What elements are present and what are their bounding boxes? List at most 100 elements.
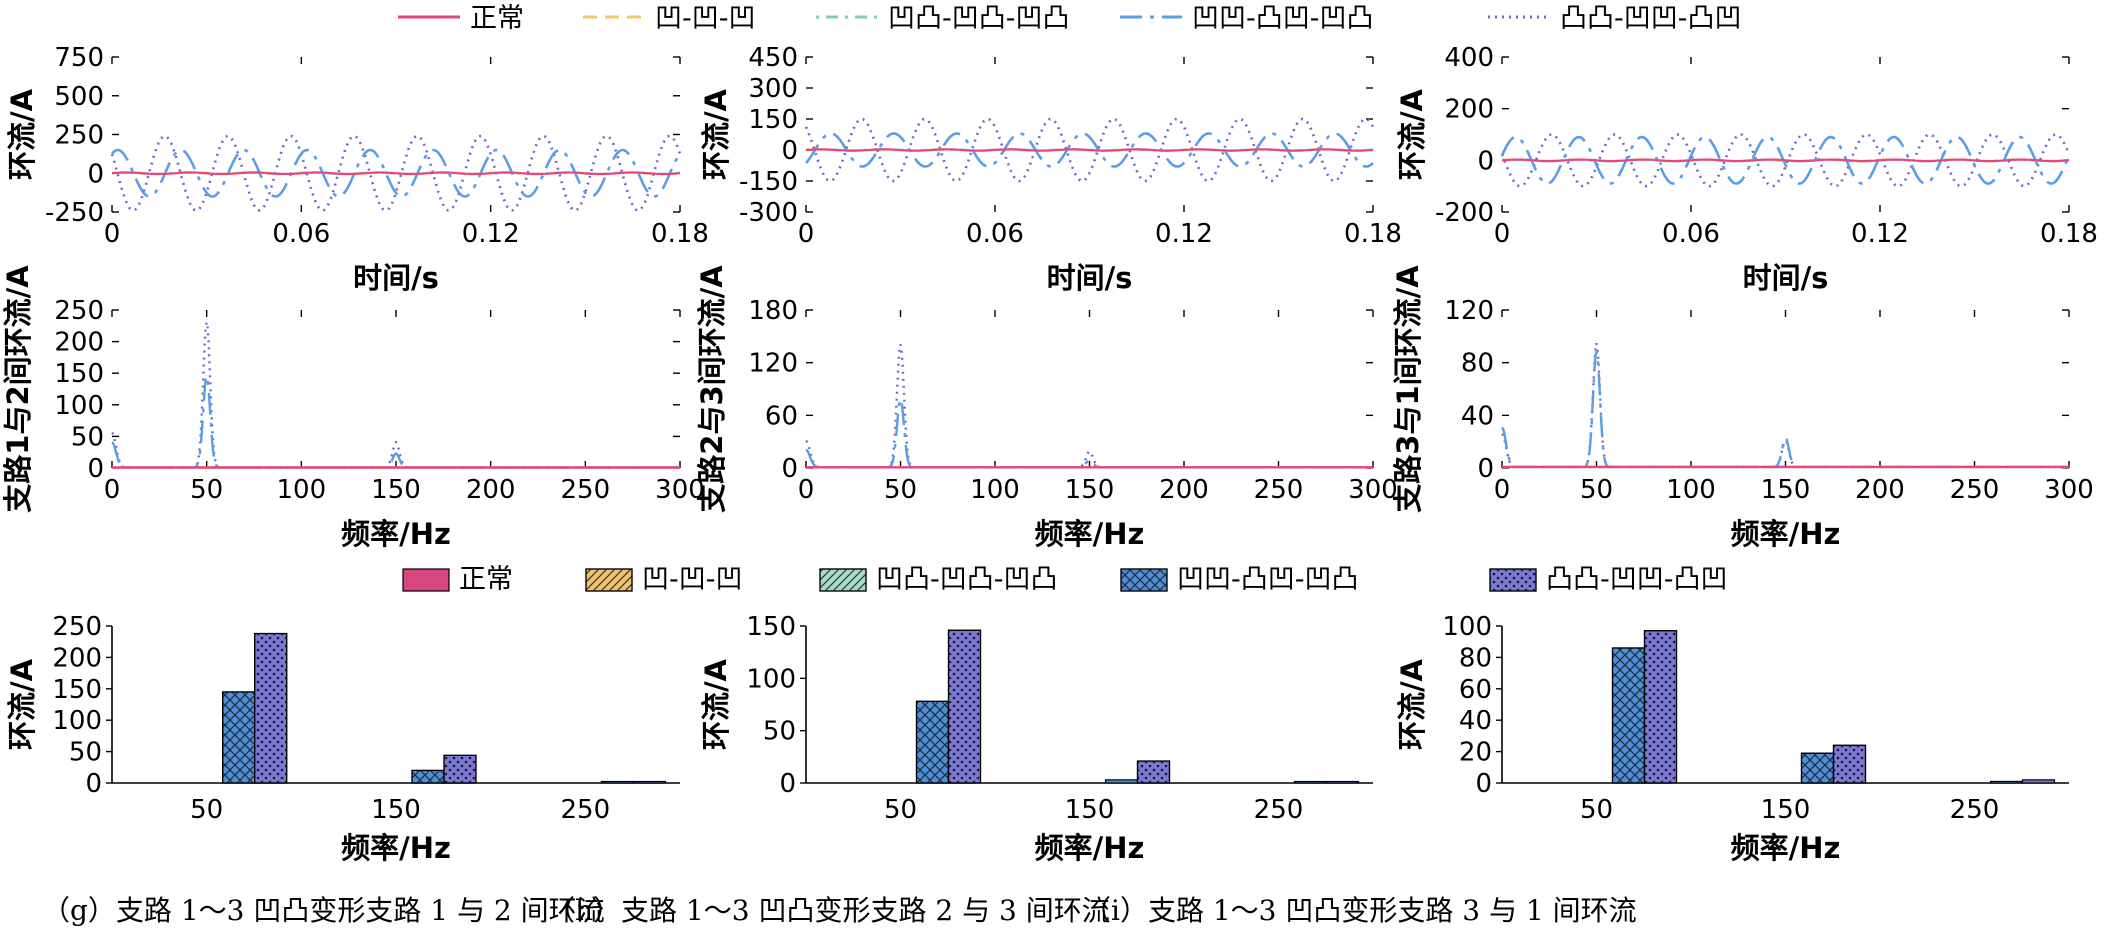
- x-tick-label: 250: [1950, 475, 2000, 505]
- caption-i: （i）支路 1～3 凹凸变形支路 3 与 1 间环流: [1083, 894, 1637, 927]
- legend-bar-pattern: [1489, 568, 1537, 592]
- legend-bar-swatch: [402, 568, 450, 592]
- y-tick-label: 150: [746, 612, 796, 642]
- bar: [1325, 780, 1360, 784]
- series-line: [111, 321, 680, 469]
- series-line: [805, 132, 1374, 168]
- y-axis-label: 环流/A: [699, 88, 733, 180]
- legend-label: 凹凸-凹凸-凹凸: [888, 3, 1070, 34]
- x-tick-label: 0.12: [1155, 219, 1213, 249]
- y-tick-label: 500: [54, 82, 104, 112]
- x-tick-label: 150: [1761, 475, 1811, 505]
- y-tick-label: 120: [1444, 296, 1494, 326]
- x-tick-label: 50: [190, 475, 223, 505]
- bar-pattern: [1611, 647, 1646, 784]
- legend-item: 正常: [402, 564, 513, 595]
- series-line: [111, 371, 680, 469]
- x-axis-label: 频率/Hz: [1035, 517, 1145, 551]
- legend-label: 凸凸-凹凹-凸凹: [1560, 3, 1742, 34]
- bar: [2021, 779, 2056, 784]
- x-tick-label: 0.12: [1851, 219, 1909, 249]
- x-tick-label: 0.18: [2040, 219, 2098, 249]
- y-tick-label: 0: [87, 454, 104, 484]
- caption-g: （g）支路 1～3 凹凸变形支路 1 与 2 间环流: [42, 894, 605, 927]
- y-tick-label: 100: [1442, 612, 1492, 642]
- x-tick-label: 300: [1348, 475, 1398, 505]
- y-tick-label: 50: [69, 738, 102, 768]
- x-tick-label: 150: [1761, 795, 1811, 825]
- x-axis-label: 频率/Hz: [341, 517, 451, 551]
- y-axis-label: 支路1与2间环流/A: [1, 265, 35, 513]
- x-tick-label: 150: [1065, 795, 1115, 825]
- bar-pattern: [947, 629, 982, 784]
- x-axis-label: 频率/Hz: [1731, 517, 1841, 551]
- y-tick-label: 250: [52, 612, 102, 642]
- y-tick-label: 0: [1477, 454, 1494, 484]
- x-tick-label: 50: [1580, 795, 1613, 825]
- bar-chart: 0 50 100 150 环流/A 50 150 250 频率/Hz: [699, 612, 1373, 865]
- y-tick-label: 50: [763, 717, 796, 747]
- y-axis-label: 支路2与3间环流/A: [695, 265, 729, 513]
- y-tick-label: 40: [1459, 706, 1492, 736]
- x-tick-label: 0: [104, 475, 121, 505]
- series-line: [805, 344, 1373, 469]
- y-tick-label: 120: [748, 349, 798, 379]
- bar: [1293, 780, 1328, 784]
- legend-item: 凹凸-凹凸-凹凸: [816, 3, 1070, 34]
- legend-item: 凹凹-凸凹-凹凸: [1120, 3, 1374, 34]
- spectrum-chart: 0 40 80 120 支路3与1间环流/A 0 50 100 150 200 250 300 频率/H…: [1391, 265, 2094, 551]
- legend-item: 凸凸-凹凹-凸凹: [1488, 3, 1742, 34]
- x-tick-label: 300: [2044, 475, 2094, 505]
- y-tick-label: 60: [765, 401, 798, 431]
- legend-label: 凹-凹-凹: [642, 564, 743, 595]
- legend-item: 正常: [398, 3, 524, 34]
- legend-label: 凹凸-凹凸-凹凸: [876, 564, 1058, 595]
- legend-label: 凹-凹-凹: [655, 3, 756, 34]
- legend-bar-pattern: [1120, 568, 1168, 592]
- bar: [1989, 780, 2024, 784]
- legend-item: 凸凸-凹凹-凸凹: [1489, 564, 1728, 595]
- x-tick-label: 50: [884, 475, 917, 505]
- legend-label: 凹凹-凸凹-凹凸: [1177, 564, 1359, 595]
- series-line: [804, 117, 1375, 183]
- series-line: [1500, 135, 2071, 185]
- spectrum-chart: 0 60 120 180 支路2与3间环流/A 0 50 100 150 200 250 300 频率/…: [695, 265, 1398, 551]
- y-axis-label: 环流/A: [1395, 658, 1429, 750]
- legend-item: 凹-凹-凹: [583, 3, 756, 34]
- x-tick-label: 250: [1254, 795, 1304, 825]
- bar-legend: 正常 凹-凹-凹 凹凸-凹凸-凹凸 凹凹-凸凹-凹凸 凸凸-凹凹-凸凹: [402, 564, 1728, 595]
- y-tick-label: 200: [1444, 95, 1494, 125]
- y-tick-label: -250: [45, 198, 104, 228]
- x-tick-label: 150: [371, 795, 421, 825]
- y-tick-label: 0: [1475, 769, 1492, 799]
- x-axis-label: 时间/s: [353, 261, 439, 295]
- series-line: [1501, 158, 2070, 163]
- y-tick-label: 0: [1477, 146, 1494, 176]
- y-axis-label: 支路3与1间环流/A: [1391, 265, 1425, 513]
- y-tick-label: 200: [52, 643, 102, 673]
- series-line: [805, 395, 1373, 469]
- y-tick-label: 200: [54, 328, 104, 358]
- x-axis-label: 时间/s: [1047, 261, 1133, 295]
- x-tick-label: 250: [1254, 475, 1304, 505]
- y-tick-label: 0: [85, 769, 102, 799]
- x-tick-label: 100: [277, 475, 327, 505]
- x-tick-label: 50: [1580, 475, 1613, 505]
- y-axis-label: 环流/A: [5, 658, 39, 750]
- y-tick-label: 60: [1459, 675, 1492, 705]
- y-tick-label: 0: [779, 769, 796, 799]
- y-tick-label: 50: [71, 422, 104, 452]
- series-line: [1501, 350, 2069, 469]
- x-tick-label: 0: [1494, 475, 1511, 505]
- y-tick-label: 450: [748, 43, 798, 73]
- x-tick-label: 200: [1159, 475, 1209, 505]
- bar-pattern: [443, 754, 477, 784]
- y-axis-label: 环流/A: [699, 658, 733, 750]
- bar: [1104, 779, 1139, 784]
- y-tick-label: 300: [748, 74, 798, 104]
